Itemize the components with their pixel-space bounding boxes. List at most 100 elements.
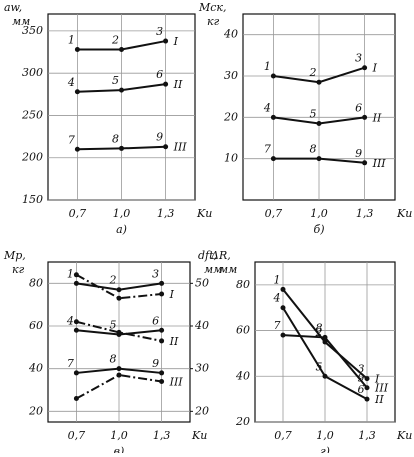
x-tick-label: 1,0 (110, 429, 128, 442)
caption: б) (313, 223, 324, 236)
y-axis-label: Mск, (198, 1, 227, 14)
y-tick-label: 350 (22, 24, 43, 37)
point-label: 9 (156, 131, 163, 144)
data-point (364, 396, 370, 402)
data-point (163, 38, 169, 44)
y2-tick-label: 50 (195, 276, 209, 289)
data-point (322, 334, 328, 340)
x-tick-label: 1,3 (358, 429, 376, 442)
data-point (74, 47, 80, 53)
data-point (159, 370, 165, 376)
data-point (74, 89, 80, 95)
x-tick-label: 1,3 (157, 207, 175, 220)
point-label: 7 (274, 319, 281, 332)
data-point (159, 327, 165, 333)
x-axis-label: Kи (396, 207, 412, 220)
point-label: 8 (310, 143, 317, 156)
data-point (270, 156, 276, 162)
point-label: 6 (358, 383, 365, 396)
x-tick-label: 1,3 (356, 207, 374, 220)
data-point (116, 372, 122, 378)
data-point (322, 373, 328, 379)
data-point (362, 65, 368, 71)
data-point (362, 114, 368, 120)
point-label: 3 (355, 52, 362, 65)
point-label: 7 (67, 357, 74, 370)
data-point (163, 144, 169, 150)
data-point (116, 287, 122, 293)
y-tick-label: 200 (21, 151, 43, 164)
point-label: 4 (263, 101, 271, 114)
y-axis-unit: мм (12, 15, 30, 28)
y-axis-label: ΔR, (210, 249, 231, 262)
y-tick-label: 80 (236, 278, 250, 291)
point-label: 8 (110, 353, 117, 366)
y-tick-label: 20 (235, 415, 250, 428)
point-label: 2 (309, 66, 317, 79)
data-point (270, 114, 276, 120)
series-label: I (374, 373, 380, 386)
y-tick-label: 60 (236, 324, 250, 337)
point-label: 1 (274, 273, 281, 286)
data-point (73, 327, 79, 333)
data-point (73, 370, 79, 376)
y2-tick-label: 30 (195, 362, 209, 375)
point-label: 5 (110, 319, 117, 332)
point-label: 3 (358, 363, 365, 376)
y-tick-label: 40 (235, 369, 250, 382)
point-label: 6 (152, 314, 159, 327)
x-axis-label: Kи (396, 429, 412, 442)
data-point (159, 280, 165, 286)
x-tick-label: 1,3 (153, 429, 171, 442)
series-label: II (372, 111, 382, 124)
point-label: 9 (358, 372, 365, 385)
x-tick-label: 0,7 (265, 207, 283, 220)
point-label: 7 (68, 133, 75, 146)
data-point (119, 145, 124, 151)
y-tick-label: 300 (22, 66, 43, 79)
data-point (116, 329, 122, 335)
series-label: I (169, 288, 175, 301)
y2-tick-label: 40 (194, 319, 209, 332)
data-point (116, 295, 122, 301)
series-label: II (173, 78, 183, 91)
y-tick-label: 40 (223, 28, 238, 41)
y-tick-label: 10 (224, 152, 238, 165)
caption: в) (114, 445, 125, 453)
data-point (280, 305, 286, 311)
data-point (74, 146, 80, 152)
data-point (73, 396, 79, 402)
x-tick-label: 0,7 (68, 429, 86, 442)
point-label: 2 (109, 274, 117, 287)
data-point (322, 339, 328, 345)
y-tick-label: 60 (29, 319, 43, 332)
caption: а) (116, 223, 127, 236)
point-label: 2 (111, 34, 119, 47)
point-label: 4 (273, 292, 281, 305)
data-point (362, 160, 368, 166)
y-axis-label: aw, (4, 1, 22, 14)
data-point (119, 47, 124, 53)
data-point (270, 73, 276, 79)
y-tick-label: 40 (28, 362, 43, 375)
data-point (119, 87, 124, 93)
point-label: 1 (264, 60, 271, 73)
y-axis-unit: кг (207, 15, 220, 28)
y-tick-label: 20 (223, 110, 238, 123)
point-label: 5 (112, 74, 119, 87)
y2-tick-label: 20 (194, 404, 209, 417)
y2-axis-label: dft, (198, 249, 217, 262)
x-axis-label: Kи (196, 207, 212, 220)
y-tick-label: 250 (21, 108, 43, 121)
y-axis-unit: кг (12, 263, 25, 276)
y-tick-label: 80 (29, 276, 43, 289)
series-label: I (372, 62, 378, 75)
data-point (116, 366, 122, 372)
series-label: II (169, 335, 179, 348)
point-label: 4 (67, 76, 75, 89)
x-tick-label: 1,0 (310, 207, 328, 220)
point-label: 8 (316, 321, 323, 334)
data-point (73, 319, 79, 325)
x-axis-label: Kи (191, 429, 207, 442)
